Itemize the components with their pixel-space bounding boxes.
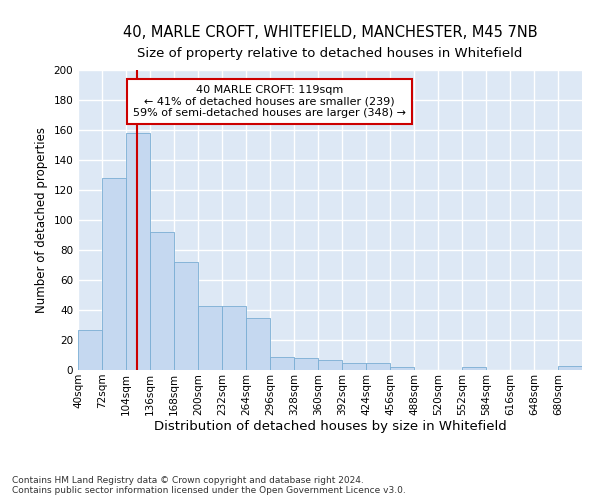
- Text: 40, MARLE CROFT, WHITEFIELD, MANCHESTER, M45 7NB: 40, MARLE CROFT, WHITEFIELD, MANCHESTER,…: [122, 25, 538, 40]
- Bar: [558, 366, 582, 370]
- Bar: [78, 330, 102, 370]
- Text: Size of property relative to detached houses in Whitefield: Size of property relative to detached ho…: [137, 48, 523, 60]
- Bar: [150, 232, 174, 370]
- Bar: [342, 362, 366, 370]
- Bar: [198, 306, 222, 370]
- Y-axis label: Number of detached properties: Number of detached properties: [35, 127, 48, 313]
- Text: Contains HM Land Registry data © Crown copyright and database right 2024.
Contai: Contains HM Land Registry data © Crown c…: [12, 476, 406, 495]
- Bar: [246, 318, 270, 370]
- Bar: [174, 262, 198, 370]
- Text: 40 MARLE CROFT: 119sqm
← 41% of detached houses are smaller (239)
59% of semi-de: 40 MARLE CROFT: 119sqm ← 41% of detached…: [133, 85, 406, 118]
- Bar: [270, 356, 294, 370]
- Bar: [222, 306, 246, 370]
- Bar: [294, 358, 318, 370]
- X-axis label: Distribution of detached houses by size in Whitefield: Distribution of detached houses by size …: [154, 420, 506, 434]
- Bar: [126, 133, 150, 370]
- Bar: [318, 360, 342, 370]
- Bar: [366, 362, 390, 370]
- Bar: [462, 367, 486, 370]
- Bar: [102, 178, 126, 370]
- Bar: [390, 367, 414, 370]
